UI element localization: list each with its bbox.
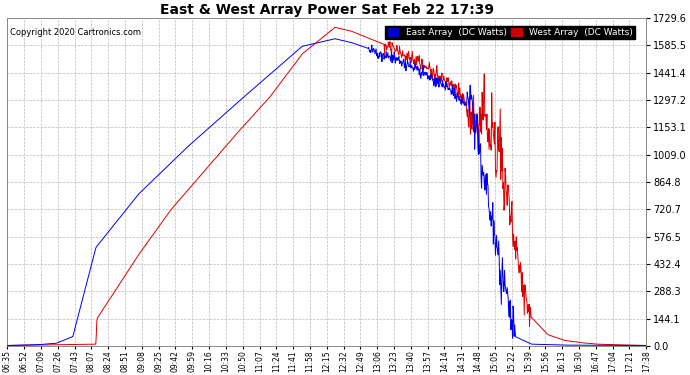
Legend: East Array  (DC Watts), West Array  (DC Watts): East Array (DC Watts), West Array (DC Wa… xyxy=(385,26,635,39)
Text: Copyright 2020 Cartronics.com: Copyright 2020 Cartronics.com xyxy=(10,28,141,37)
Title: East & West Array Power Sat Feb 22 17:39: East & West Array Power Sat Feb 22 17:39 xyxy=(160,3,494,17)
